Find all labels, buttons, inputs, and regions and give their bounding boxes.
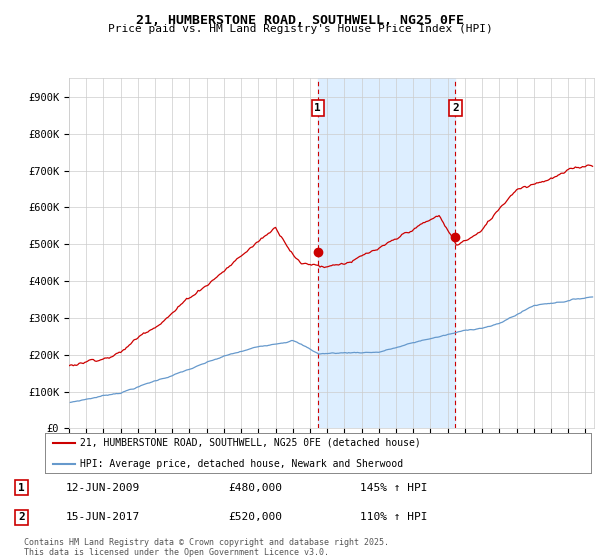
Text: £480,000: £480,000 [228,483,282,493]
Text: Price paid vs. HM Land Registry's House Price Index (HPI): Price paid vs. HM Land Registry's House … [107,24,493,34]
Text: 15-JUN-2017: 15-JUN-2017 [66,512,140,522]
Bar [318,78,455,428]
Text: Contains HM Land Registry data © Crown copyright and database right 2025.
This d: Contains HM Land Registry data © Crown c… [24,538,389,557]
Text: 2: 2 [452,103,459,113]
Text: 1: 1 [314,103,321,113]
Text: 21, HUMBERSTONE ROAD, SOUTHWELL, NG25 0FE: 21, HUMBERSTONE ROAD, SOUTHWELL, NG25 0F… [136,14,464,27]
Text: 12-JUN-2009: 12-JUN-2009 [66,483,140,493]
Text: HPI: Average price, detached house, Newark and Sherwood: HPI: Average price, detached house, Newa… [80,459,404,469]
Text: 110% ↑ HPI: 110% ↑ HPI [360,512,427,522]
Text: £520,000: £520,000 [228,512,282,522]
Text: 145% ↑ HPI: 145% ↑ HPI [360,483,427,493]
Text: 1: 1 [18,483,25,493]
Text: 21, HUMBERSTONE ROAD, SOUTHWELL, NG25 0FE (detached house): 21, HUMBERSTONE ROAD, SOUTHWELL, NG25 0F… [80,438,421,448]
Text: 2: 2 [18,512,25,522]
